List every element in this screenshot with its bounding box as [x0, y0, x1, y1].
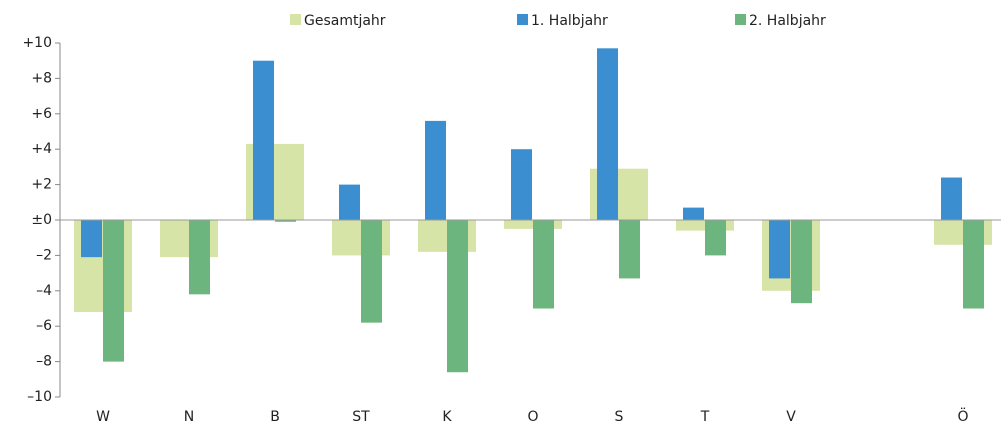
bar	[189, 220, 210, 295]
x-tick-label: O	[527, 409, 538, 425]
legend-swatch	[735, 14, 746, 25]
bar	[769, 220, 790, 279]
legend-label: 1. Halbjahr	[531, 13, 608, 29]
x-tick-label: S	[615, 409, 624, 425]
y-tick-label: +2	[31, 177, 52, 193]
bar	[705, 220, 726, 256]
x-tick-label: Ö	[957, 407, 968, 425]
bar	[533, 220, 554, 309]
y-tick-label: –10	[27, 389, 52, 405]
y-tick-label: +6	[31, 106, 52, 122]
y-tick-label: –2	[36, 247, 52, 263]
x-tick-label: ST	[352, 409, 370, 425]
x-tick-label: T	[700, 409, 710, 425]
bar	[683, 207, 704, 220]
y-tick-label: ±0	[31, 212, 52, 228]
bar	[447, 220, 468, 373]
bar	[81, 220, 102, 258]
bar	[361, 220, 382, 323]
y-tick-label: –6	[36, 318, 52, 334]
legend-label: Gesamtjahr	[304, 13, 386, 29]
bar	[339, 184, 360, 220]
bar	[619, 220, 640, 279]
legend-swatch	[290, 14, 301, 25]
bar	[511, 149, 532, 220]
y-tick-label: –8	[36, 354, 52, 370]
x-tick-label: W	[96, 409, 110, 425]
legend-swatch	[517, 14, 528, 25]
bar	[253, 60, 274, 221]
bar	[963, 220, 984, 309]
x-tick-label: N	[184, 409, 194, 425]
y-tick-label: +10	[22, 35, 52, 51]
bar	[791, 220, 812, 304]
bar	[425, 120, 446, 220]
x-tick-label: K	[442, 409, 452, 425]
bar	[941, 177, 962, 220]
x-tick-label: V	[786, 409, 796, 425]
bar	[275, 220, 296, 222]
bar	[103, 220, 124, 362]
y-tick-label: +8	[31, 70, 52, 86]
legend-label: 2. Halbjahr	[749, 13, 826, 29]
y-tick-label: –4	[36, 283, 52, 299]
x-tick-label: B	[270, 409, 280, 425]
bar	[597, 48, 618, 221]
y-tick-label: +4	[31, 141, 52, 157]
